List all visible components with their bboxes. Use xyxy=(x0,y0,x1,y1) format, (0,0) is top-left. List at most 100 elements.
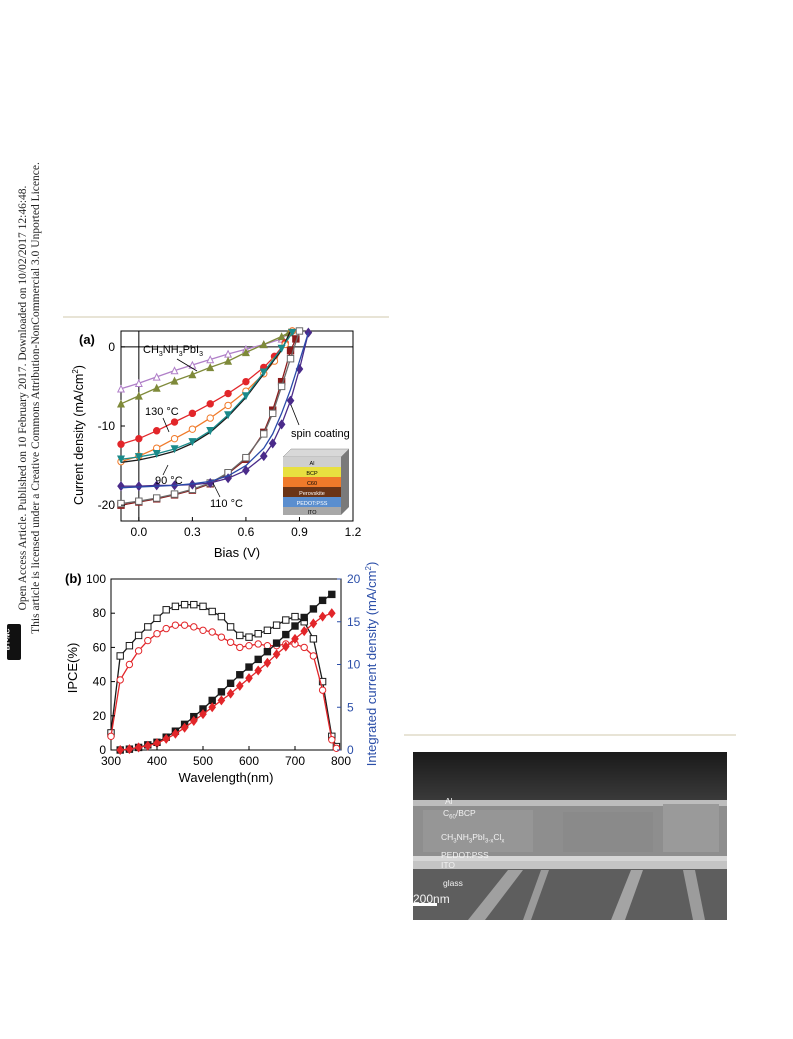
data-point xyxy=(260,430,268,438)
data-point xyxy=(153,630,161,638)
annotation-130c-arrow xyxy=(162,417,170,433)
data-point xyxy=(180,600,189,609)
y-tick-label: 0 xyxy=(108,340,115,354)
data-point xyxy=(143,740,152,751)
license-line: This article is licensed under a Creativ… xyxy=(30,162,42,634)
data-point xyxy=(235,680,244,691)
data-point xyxy=(116,399,126,408)
publication-line: Open Access Article. Published on 10 Feb… xyxy=(17,185,29,611)
sem-label-glass: glass xyxy=(443,878,463,888)
data-point xyxy=(188,409,197,418)
data-point xyxy=(206,427,215,436)
data-point xyxy=(263,626,272,634)
data-point xyxy=(245,673,253,684)
data-point xyxy=(171,602,180,611)
data-point xyxy=(318,677,327,686)
data-point xyxy=(188,425,197,433)
data-point xyxy=(153,614,161,623)
x-tick-label: 800 xyxy=(331,754,351,768)
jv-chart: 0.0 0.3 0.6 0.9 1.2 0 -10 -20 (a) Current densi… xyxy=(71,327,362,560)
data-point xyxy=(217,688,226,696)
data-point xyxy=(236,643,244,652)
sem-label-al: Al xyxy=(445,796,453,806)
right-divider xyxy=(404,734,736,736)
data-point xyxy=(116,652,124,660)
data-point xyxy=(125,744,134,755)
x-tick-label: 300 xyxy=(101,754,121,768)
annotation-90c: 90 °C xyxy=(155,475,183,487)
y-tick-label: 0 xyxy=(99,743,106,757)
data-point xyxy=(245,663,253,671)
data-point xyxy=(242,465,250,476)
data-point xyxy=(134,391,143,400)
data-point xyxy=(217,695,226,706)
data-point xyxy=(117,499,125,508)
data-point xyxy=(309,652,318,660)
data-point xyxy=(318,686,327,694)
annotation-90c-arrow xyxy=(162,464,169,476)
left-divider xyxy=(63,316,389,318)
data-point xyxy=(224,356,233,365)
inset-layer-al: Al xyxy=(310,461,315,467)
data-point xyxy=(277,382,286,391)
y-tick-label: 20 xyxy=(93,709,107,723)
data-point xyxy=(309,618,318,629)
data-point xyxy=(206,363,215,372)
data-point xyxy=(116,455,126,464)
sem-label-ito: ITO xyxy=(441,860,456,870)
data-point xyxy=(245,633,253,641)
cc-license-badge[interactable]: BY-NC xyxy=(4,624,21,660)
data-point xyxy=(135,434,143,443)
inset-layer-c60: C60 xyxy=(307,481,317,487)
data-point xyxy=(288,328,297,337)
data-point xyxy=(199,602,207,611)
x-tick-label: 500 xyxy=(193,754,213,768)
data-point xyxy=(272,621,281,629)
y2-tick-label: 15 xyxy=(347,615,361,629)
y-tick-label: 60 xyxy=(93,640,107,654)
data-point xyxy=(152,450,161,459)
data-point xyxy=(282,616,290,624)
data-point xyxy=(254,640,262,648)
annotation-110c-arrow xyxy=(212,482,221,498)
data-point xyxy=(304,327,313,338)
x-tick-label: 600 xyxy=(239,754,259,768)
data-point xyxy=(134,647,143,655)
data-point xyxy=(263,657,272,668)
x-axis-label-b: Wavelength(nm) xyxy=(179,770,274,785)
annotation-130c: 130 °C xyxy=(145,406,179,418)
y2-tick-label: 0 xyxy=(347,743,354,757)
data-point xyxy=(286,395,295,406)
data-point xyxy=(144,636,152,645)
data-point xyxy=(272,639,281,647)
y2-tick-label: 20 xyxy=(347,572,361,586)
data-point xyxy=(254,630,262,638)
data-point xyxy=(263,641,272,650)
data-point xyxy=(170,434,179,443)
data-point xyxy=(180,621,189,629)
data-point xyxy=(208,607,216,616)
data-point xyxy=(272,649,281,660)
x-tick-label: 700 xyxy=(285,754,305,768)
data-point xyxy=(245,641,253,650)
sem-texture xyxy=(413,752,727,920)
data-point xyxy=(277,344,286,353)
data-point xyxy=(318,596,327,605)
data-point xyxy=(241,348,250,357)
data-point xyxy=(107,732,115,741)
data-point xyxy=(162,606,170,614)
data-point xyxy=(170,376,179,385)
x-tick-label: 0.6 xyxy=(238,525,255,539)
data-point xyxy=(180,722,189,733)
y2-axis-label-b: Integrated current density (mA/cm2) xyxy=(364,562,379,767)
data-point xyxy=(189,715,198,726)
data-point xyxy=(300,643,308,652)
x-tick-label: 0.3 xyxy=(184,525,201,539)
panel-label-b: (b) xyxy=(65,571,82,586)
data-point xyxy=(125,641,134,650)
annotation-110c: 110 °C xyxy=(210,498,243,510)
data-point xyxy=(291,622,299,630)
data-point xyxy=(217,633,226,641)
data-point xyxy=(291,633,299,644)
data-point xyxy=(152,480,161,491)
